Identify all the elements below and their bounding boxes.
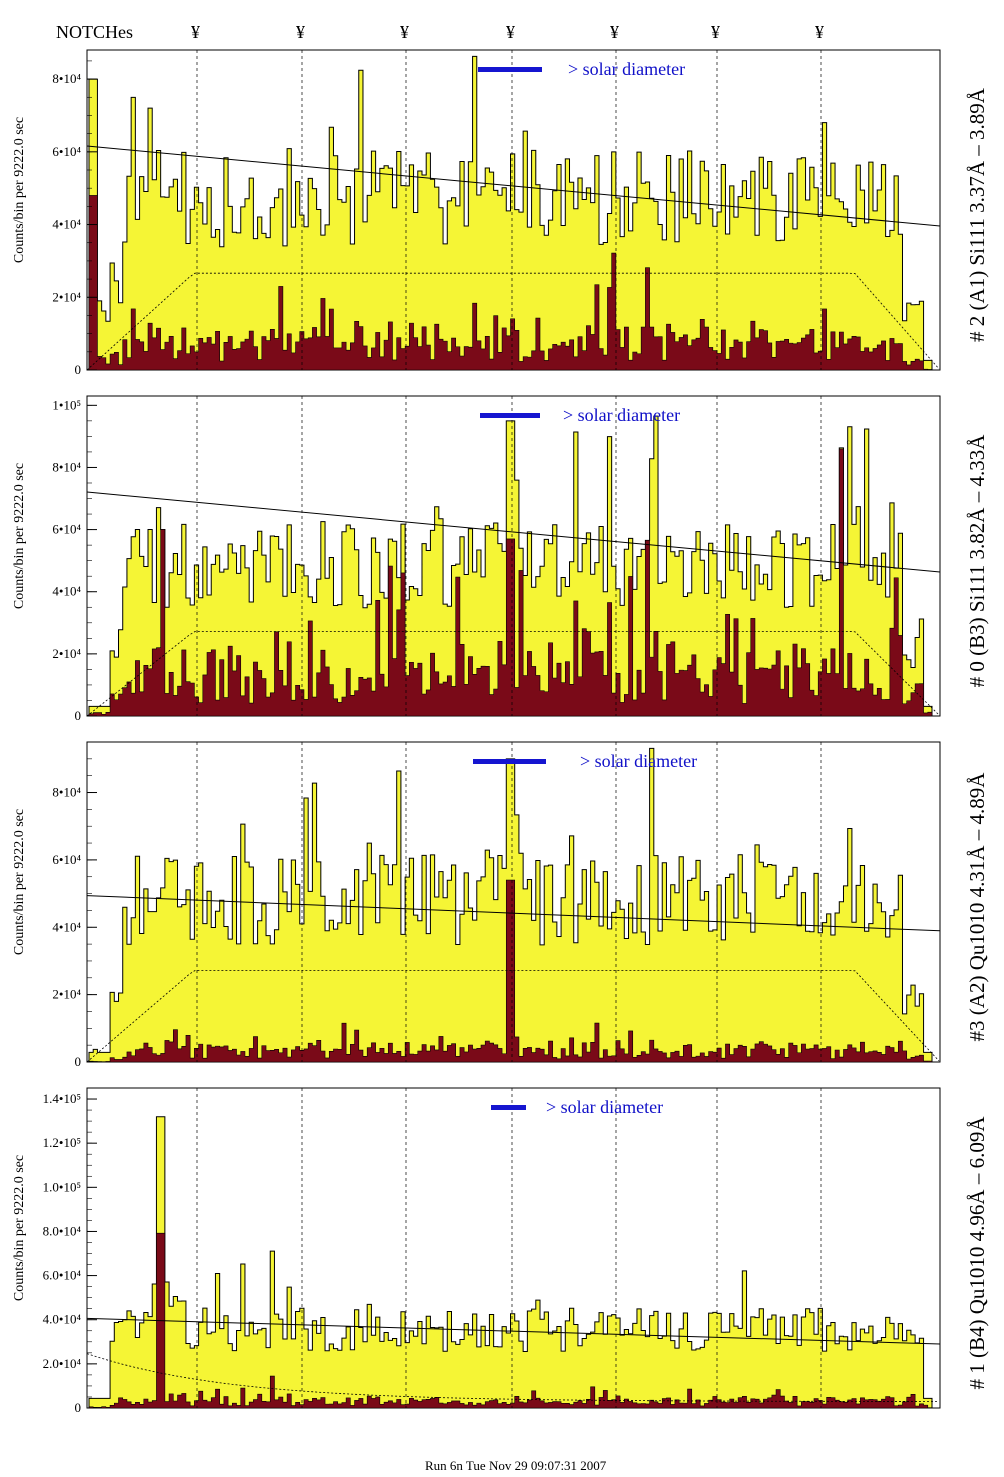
y-tick-label: 0 <box>75 1054 82 1069</box>
panel-label-b3: # 0 (B3) Si111 3.82Å – 4.33Å <box>965 434 989 688</box>
model-curve <box>86 1353 940 1402</box>
y-axis-label-b3: Counts/bin per 9222.0 sec <box>12 463 27 609</box>
y-tick-label: 1.0•10⁵ <box>43 1179 81 1194</box>
solar-diameter-label-b3: > solar diameter <box>563 405 680 425</box>
background-histogram <box>88 195 933 371</box>
solar-diameter-label-a1: > solar diameter <box>568 59 685 79</box>
notch-marker: ¥ <box>711 22 720 42</box>
y-tick-label: 8.0•10⁴ <box>43 1223 82 1238</box>
background-histogram <box>88 448 933 717</box>
y-tick-label: 6•10⁴ <box>52 522 81 537</box>
notch-marker: ¥ <box>610 22 619 42</box>
panel-a2-qu1010: 0 2•10⁴ 4•10⁴ 6•10⁴ 8•10⁴ <box>52 741 941 1069</box>
notch-markers: ¥ ¥ ¥ ¥ ¥ ¥ ¥ <box>191 22 824 42</box>
y-tick-label: 4•10⁴ <box>52 584 81 599</box>
solar-diameter-bar <box>480 413 540 418</box>
panel-label-a1: # 2 (A1) Si111 3.37Å – 3.89Å <box>965 87 989 342</box>
notches-label: NOTCHes <box>56 22 133 42</box>
y-tick-label: 2•10⁴ <box>52 987 81 1002</box>
y-tick-label: 2.0•10⁴ <box>43 1356 82 1371</box>
panel-label-b4: # 1 (B4) Qu1010 4.96Å – 6.09Å <box>965 1116 989 1390</box>
y-tick-label: 0 <box>75 1400 82 1415</box>
y-tick-label: 2•10⁴ <box>52 289 81 304</box>
trend-line <box>86 895 941 932</box>
count-histogram <box>88 1116 933 1409</box>
y-axis-label-a2: Counts/bin per 9222.0 sec <box>12 809 27 955</box>
solar-diameter-bar <box>473 759 546 764</box>
y-axis-label-a1: Counts/bin per 9222.0 sec <box>12 117 27 263</box>
panel-label-a2: #3 (A2) Qu1010 4.31Å – 4.89Å <box>965 772 989 1042</box>
panel-b3-si111: 0 2•10⁴ 4•10⁴ 6•10⁴ 8•10⁴ 1•10⁵ <box>52 395 941 723</box>
y-tick-label: 0 <box>75 362 82 377</box>
y-tick-label: 6•10⁴ <box>52 144 81 159</box>
panel-b4-qu1010: 0 2.0•10⁴ 4.0•10⁴ 6.0•10⁴ 8.0•10⁴ 1.0•10⁵ 1.2•… <box>43 1087 941 1415</box>
y-tick-label: 4•10⁴ <box>52 919 81 934</box>
y-tick-label: 1.4•10⁵ <box>43 1091 81 1106</box>
trend-line <box>86 1317 941 1345</box>
background-histogram <box>88 1232 933 1409</box>
notch-marker: ¥ <box>815 22 824 42</box>
run-footer: Run 6n Tue Nov 29 09:07:31 2007 <box>425 1458 607 1473</box>
y-tick-label: 2•10⁴ <box>52 646 81 661</box>
notch-marker: ¥ <box>506 22 515 42</box>
y-tick-label: 8•10⁴ <box>52 785 81 800</box>
trend-line <box>86 145 941 227</box>
y-tick-label: 6.0•10⁴ <box>43 1268 82 1283</box>
notch-marker: ¥ <box>296 22 305 42</box>
y-tick-label: 4.0•10⁴ <box>43 1312 82 1327</box>
y-tick-label: 8•10⁴ <box>52 71 81 86</box>
trend-line <box>86 491 941 573</box>
y-tick-label: 4•10⁴ <box>52 217 81 232</box>
background-histogram <box>88 879 933 1063</box>
solar-diameter-bar <box>478 67 542 72</box>
y-tick-label: 8•10⁴ <box>52 459 81 474</box>
solar-diameter-bar <box>491 1105 526 1110</box>
notch-marker: ¥ <box>191 22 200 42</box>
y-tick-label: 1.2•10⁵ <box>43 1135 81 1150</box>
y-tick-label: 6•10⁴ <box>52 852 81 867</box>
count-histogram <box>88 55 933 371</box>
notch-marker: ¥ <box>400 22 409 42</box>
solar-diameter-label-b4: > solar diameter <box>546 1097 663 1117</box>
y-tick-label: 0 <box>75 708 82 723</box>
y-axis-label-b4: Counts/bin per 9222.0 sec <box>12 1155 27 1301</box>
y-tick-label: 1•10⁵ <box>52 397 81 412</box>
panel-a1-si111: 0 2•10⁴ 4•10⁴ 6•10⁴ 8•10⁴ <box>52 49 941 377</box>
solar-diameter-label-a2: > solar diameter <box>580 751 697 771</box>
